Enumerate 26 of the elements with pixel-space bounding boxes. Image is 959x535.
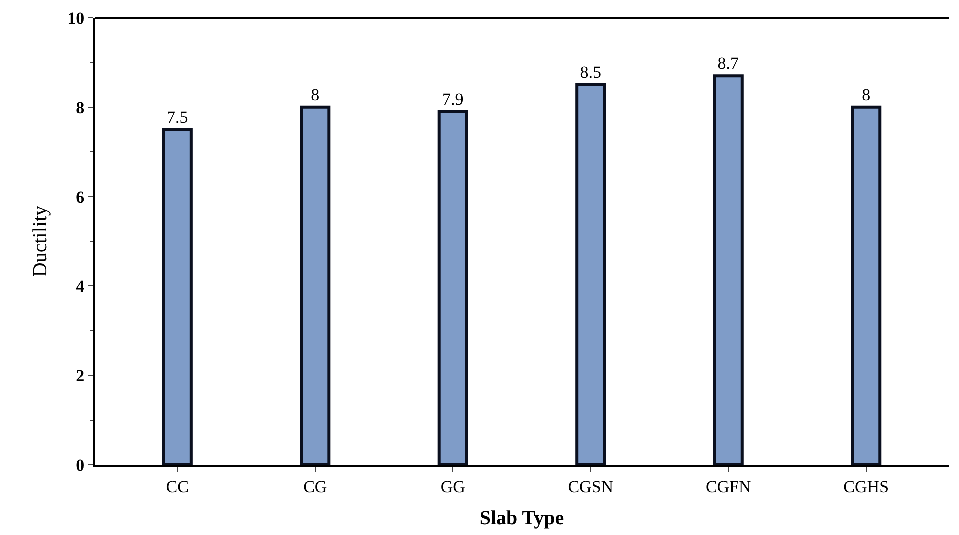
y-axis-title: Ductility — [30, 206, 52, 278]
data-label: 8.5 — [580, 63, 602, 82]
data-label: 8.7 — [718, 54, 740, 74]
y-tick-label: 8 — [76, 98, 85, 118]
y-tick-label: 4 — [76, 277, 86, 296]
data-label: 7.5 — [167, 108, 188, 127]
bar — [438, 110, 468, 465]
y-tick-label: 10 — [68, 8, 85, 28]
bar — [162, 128, 193, 465]
bar — [576, 84, 606, 465]
bar — [713, 74, 744, 465]
x-tick-label: CG — [304, 477, 328, 496]
x-tick-label: CC — [166, 477, 189, 496]
data-label: 7.9 — [442, 90, 464, 109]
y-tick-label: 2 — [76, 366, 85, 386]
x-tick-label: CGHS — [844, 477, 890, 496]
data-label: 8 — [311, 85, 320, 104]
x-tick-label: CGSN — [568, 477, 614, 496]
x-tick-label: GG — [440, 477, 466, 496]
bar — [300, 106, 331, 465]
bar — [851, 106, 882, 465]
x-tick-label: CGFN — [706, 477, 752, 496]
y-tick-label: 6 — [76, 188, 85, 207]
data-label: 8 — [862, 85, 871, 104]
y-tick-label: 0 — [76, 456, 85, 475]
x-axis-title: Slab Type — [480, 507, 564, 530]
